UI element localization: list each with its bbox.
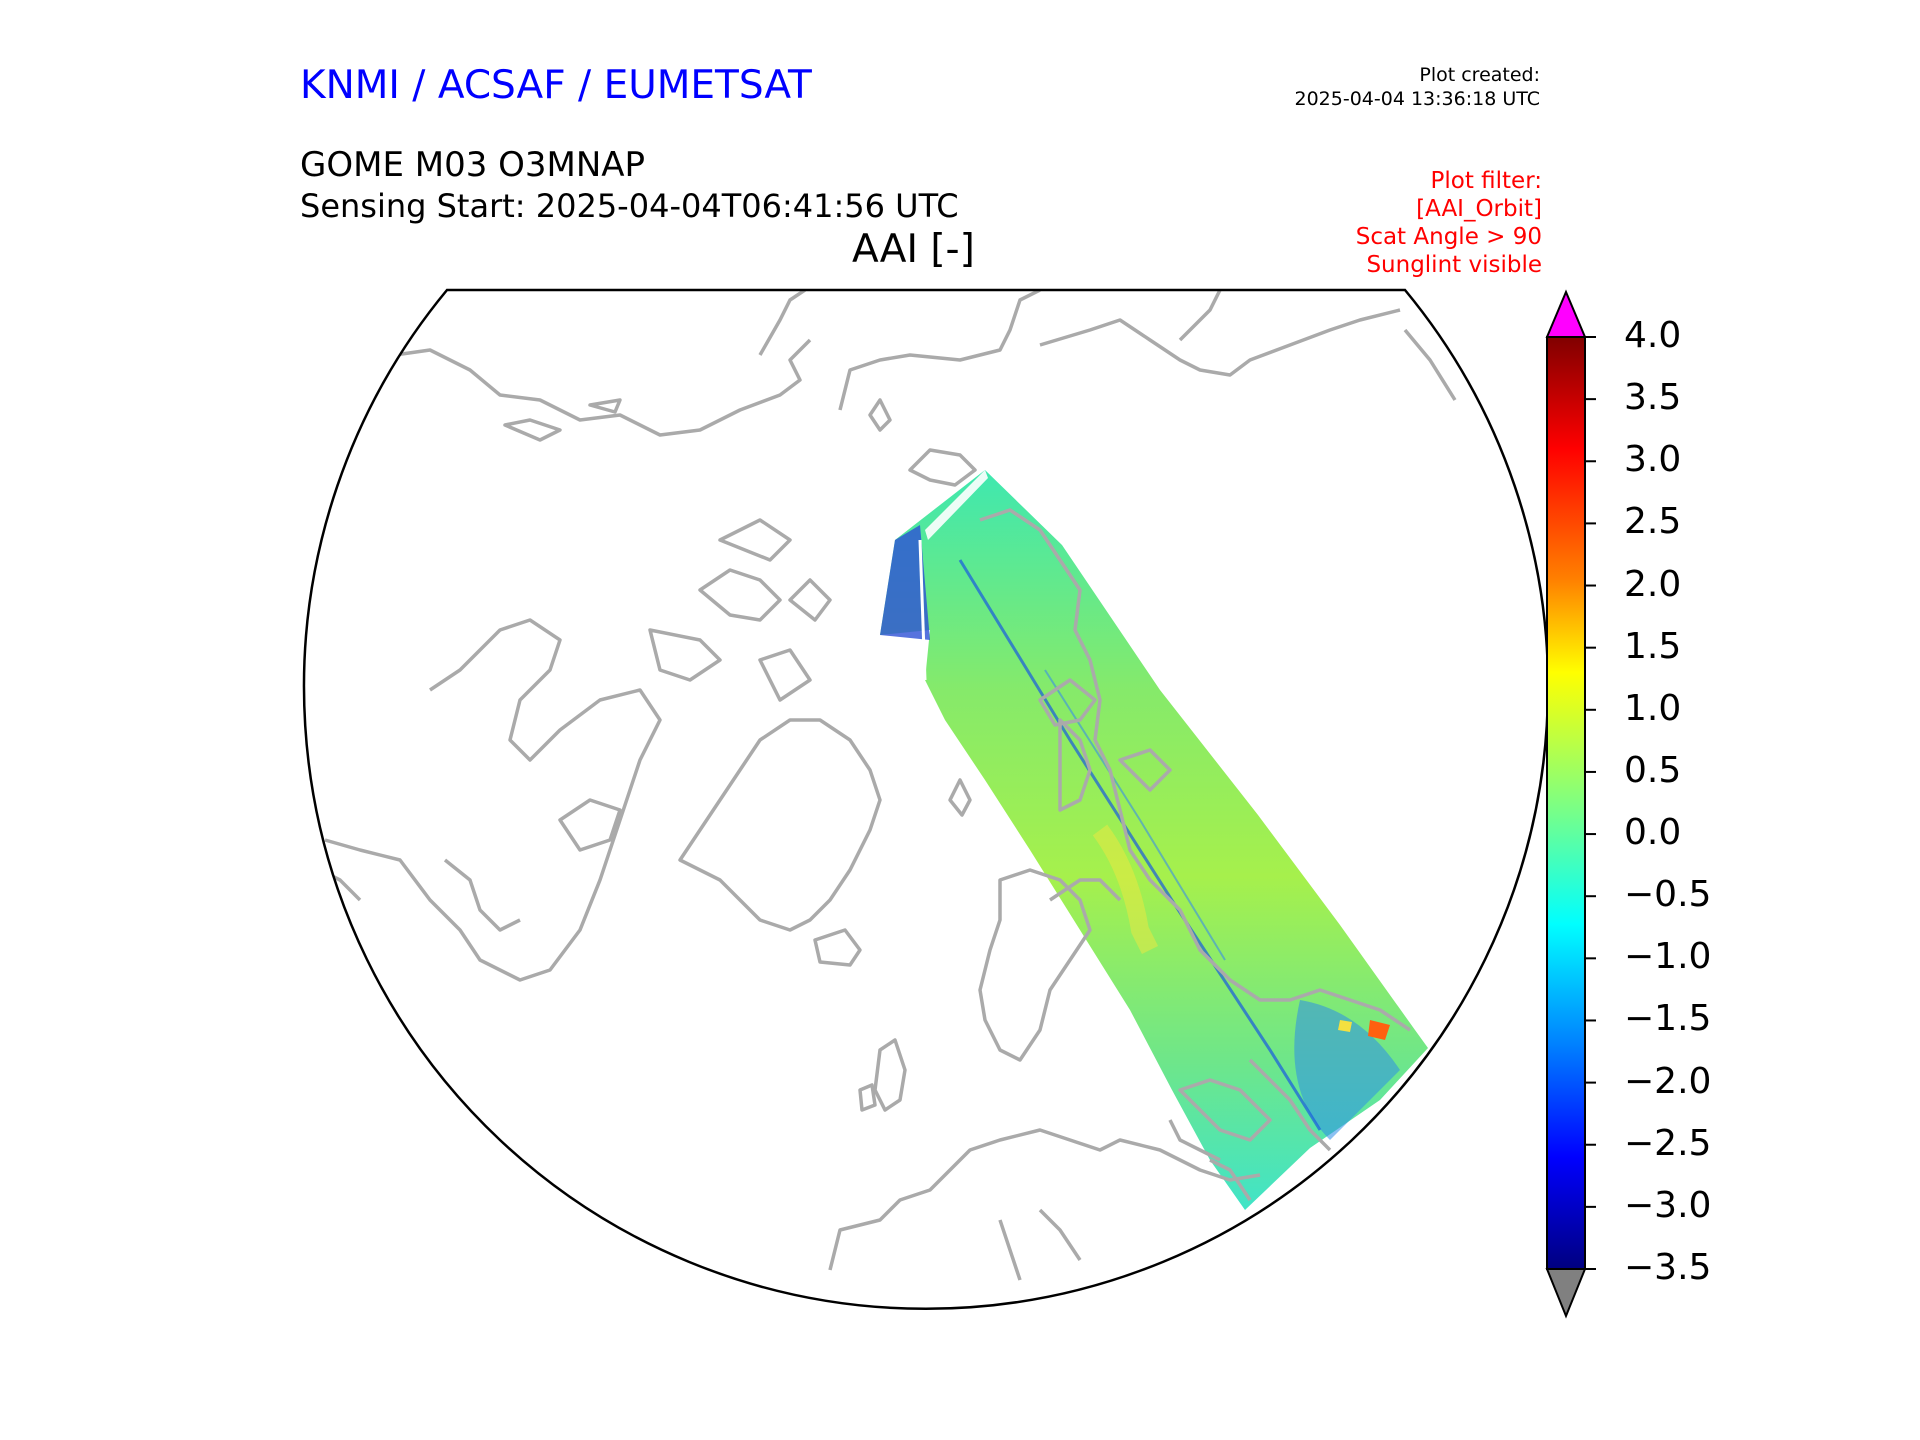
product-name: GOME M03 O3MNAP bbox=[300, 145, 646, 185]
sensing-start: Sensing Start: 2025-04-04T06:41:56 UTC bbox=[300, 187, 959, 225]
organization-title: KNMI / ACSAF / EUMETSAT bbox=[300, 63, 812, 108]
colorbar-tick-label: −2.5 bbox=[1624, 1122, 1712, 1164]
plot-filter-sunglint: Sunglint visible bbox=[1366, 252, 1542, 278]
variable-title: AAI [-] bbox=[852, 227, 975, 272]
colorbar-tick-label: −1.0 bbox=[1624, 936, 1712, 978]
colorbar-tick-label: 2.0 bbox=[1624, 563, 1682, 605]
plot-filter-scat-angle: Scat Angle > 90 bbox=[1355, 224, 1542, 250]
plot-created-time: 2025-04-04 13:36:18 UTC bbox=[1294, 88, 1541, 110]
colorbar-gradient bbox=[1546, 336, 1586, 1270]
colorbar-tick-label: 3.0 bbox=[1624, 439, 1682, 481]
colorbar-tick-label: −3.5 bbox=[1624, 1247, 1712, 1288]
colorbar-tick-label: −3.0 bbox=[1624, 1184, 1712, 1226]
map-frame-fill bbox=[303, 290, 1549, 1309]
colorbar-tick-label: 2.5 bbox=[1624, 501, 1682, 543]
plot-created-label: Plot created: bbox=[1419, 64, 1540, 86]
colorbar-tick-label: 3.5 bbox=[1624, 377, 1682, 419]
colorbar-tick-label: 1.5 bbox=[1624, 625, 1682, 667]
colorbar-over-triangle bbox=[1545, 289, 1587, 338]
coastlines bbox=[319, 290, 1457, 1281]
colorbar-under-triangle bbox=[1545, 1268, 1587, 1319]
colorbar bbox=[1545, 289, 1596, 1319]
colorbar-tick-label: 0.5 bbox=[1624, 749, 1682, 791]
colorbar-tick-label: 0.0 bbox=[1624, 812, 1682, 854]
colorbar-tick-label: −1.5 bbox=[1624, 998, 1712, 1040]
plot-filter-heading: Plot filter: bbox=[1430, 168, 1542, 194]
satellite-swath bbox=[880, 470, 1428, 1210]
colorbar-tick-label: −0.5 bbox=[1624, 874, 1712, 916]
colorbar-tick-label: 1.0 bbox=[1624, 687, 1682, 729]
colorbar-tick-label: 4.0 bbox=[1624, 315, 1682, 356]
colorbar-tick-label: −2.0 bbox=[1624, 1060, 1712, 1102]
plot-filter-name: [AAI_Orbit] bbox=[1416, 196, 1542, 222]
